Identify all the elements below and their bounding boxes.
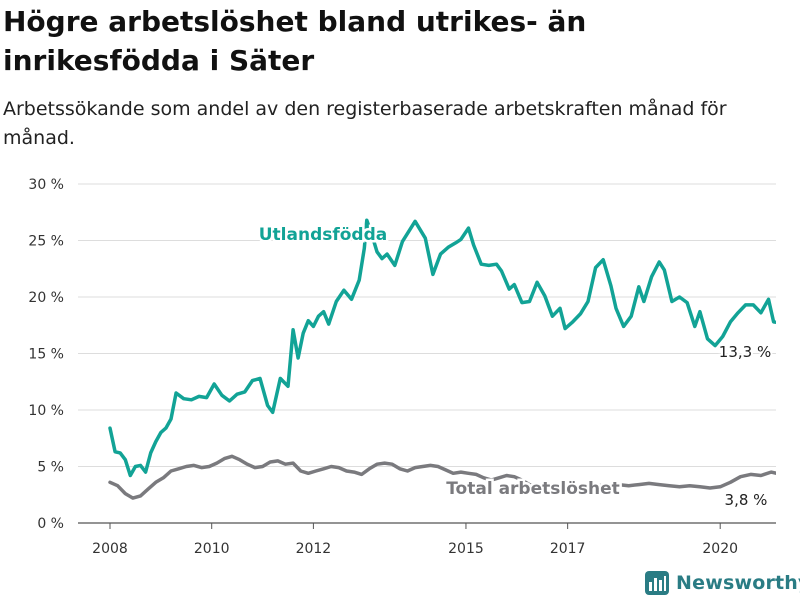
y-axis: 0 % 5 % 10 % 15 % 20 % 25 % 30 % bbox=[28, 177, 64, 532]
y-tick-label: 30 % bbox=[28, 177, 64, 193]
y-tick-label: 0 % bbox=[37, 516, 64, 532]
chart-subtitle: Arbetssökande som andel av den registerb… bbox=[3, 98, 727, 149]
series-line-total bbox=[108, 454, 776, 500]
newsworthy-logo: Newsworthy bbox=[644, 570, 800, 596]
series-labels: Utlandsfödda Total arbetslöshet 13,3 % 3,8 … bbox=[256, 223, 773, 512]
x-axis: 20082010201220152017202020222024 bbox=[92, 523, 738, 557]
y-tick-label: 15 % bbox=[28, 347, 64, 363]
y-tick-label: 20 % bbox=[28, 290, 64, 306]
series-line-utlandsfodda bbox=[108, 218, 776, 478]
y-tick-label: 25 % bbox=[28, 234, 64, 250]
x-tick-label: 2008 bbox=[92, 541, 128, 557]
x-tick-label: 2010 bbox=[194, 541, 230, 557]
x-tick-label: 2017 bbox=[550, 541, 586, 557]
gridlines bbox=[78, 183, 776, 524]
chart-title: Högre arbetslöshet bland utrikes- än inr… bbox=[3, 5, 587, 77]
series-label-total: Total arbetslöshet bbox=[446, 479, 620, 499]
end-label-total: 3,8 % bbox=[725, 491, 768, 509]
series-label-utlandsfodda: Utlandsfödda bbox=[259, 225, 388, 245]
x-tick-label: 2015 bbox=[448, 541, 484, 557]
y-tick-label: 5 % bbox=[37, 460, 64, 476]
newsworthy-logo-icon bbox=[645, 571, 669, 595]
brand-name: Newsworthy bbox=[676, 572, 800, 594]
y-tick-label: 10 % bbox=[28, 403, 64, 419]
x-tick-label: 2020 bbox=[702, 541, 738, 557]
end-label-utlandsfodda: 13,3 % bbox=[719, 343, 771, 361]
x-tick-label: 2012 bbox=[296, 541, 332, 557]
series-lines bbox=[108, 218, 776, 500]
